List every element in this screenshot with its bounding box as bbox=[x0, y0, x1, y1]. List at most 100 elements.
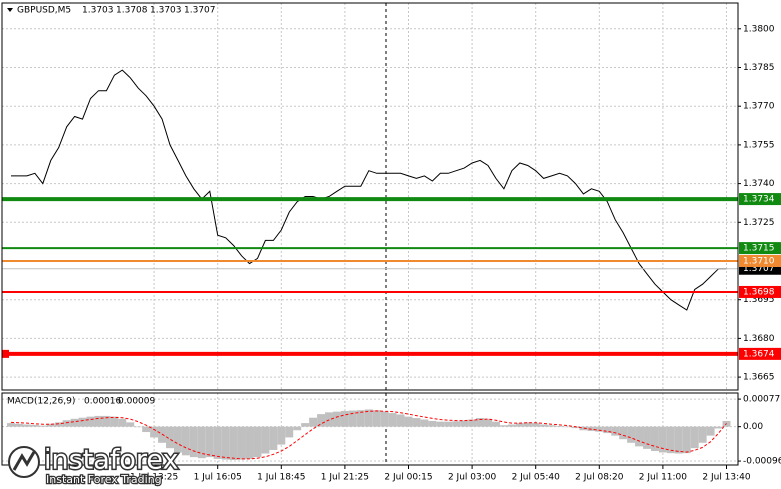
macd-bar bbox=[14, 423, 23, 427]
macd-bar bbox=[237, 426, 246, 460]
macd-bar bbox=[547, 425, 556, 427]
level-label-box bbox=[739, 255, 781, 267]
macd-bar bbox=[134, 426, 143, 428]
macd-bar bbox=[54, 422, 63, 427]
x-tick-label: 2 Jul 03:00 bbox=[448, 473, 497, 483]
macd-bar bbox=[261, 426, 270, 454]
ohlc-high: 1.3708 bbox=[116, 6, 148, 16]
symbol-title: GBPUSD,M5 bbox=[17, 6, 71, 16]
macd-bar bbox=[340, 410, 349, 427]
macd-bar bbox=[38, 425, 47, 427]
macd-bar bbox=[523, 422, 532, 427]
macd-main-value: 0.00016 bbox=[84, 397, 121, 407]
macd-bar bbox=[635, 426, 644, 447]
y-tick-label: 1.3770 bbox=[743, 102, 775, 112]
macd-bar bbox=[674, 426, 683, 454]
level-label: 1.3710 bbox=[743, 257, 775, 267]
macd-bar bbox=[595, 426, 604, 432]
macd-bar bbox=[706, 426, 715, 436]
macd-bar bbox=[611, 426, 620, 436]
macd-bar bbox=[444, 421, 453, 427]
macd-bar bbox=[619, 426, 628, 440]
macd-bar bbox=[380, 411, 389, 427]
macd-bar bbox=[205, 426, 214, 458]
macd-bar bbox=[476, 418, 485, 427]
level-label: 1.3674 bbox=[743, 349, 775, 359]
watermark-tagline: Instant Forex Trading bbox=[46, 473, 162, 486]
macd-bar bbox=[396, 414, 405, 427]
level-label: 1.3698 bbox=[743, 287, 775, 297]
macd-bar bbox=[714, 426, 723, 429]
macd-bar bbox=[515, 423, 524, 427]
ohlc-low: 1.3703 bbox=[150, 6, 182, 16]
macd-bar bbox=[277, 426, 286, 445]
macd-bar bbox=[7, 423, 15, 427]
macd-bar bbox=[643, 426, 651, 449]
watermark-brand: instaforex bbox=[44, 445, 178, 476]
macd-bar bbox=[348, 410, 357, 427]
macd-bar bbox=[563, 426, 572, 428]
macd-bar bbox=[293, 426, 302, 431]
macd-bar bbox=[372, 410, 381, 427]
macd-bar bbox=[86, 416, 95, 427]
y-tick-label: -0.00096 bbox=[743, 457, 781, 467]
macd-bar bbox=[173, 426, 182, 453]
ohlc-close: 1.3707 bbox=[184, 6, 216, 16]
macd-bar bbox=[253, 426, 262, 458]
macd-bar bbox=[229, 426, 238, 460]
macd-bar bbox=[356, 410, 365, 427]
macd-bar bbox=[658, 426, 667, 453]
macd-bar bbox=[309, 417, 318, 427]
macd-bar bbox=[94, 415, 103, 427]
y-tick-label: 1.3665 bbox=[743, 373, 775, 383]
macd-bar bbox=[491, 421, 500, 427]
macd-bar bbox=[118, 418, 127, 427]
macd-bar bbox=[62, 420, 71, 427]
macd-bar bbox=[269, 426, 278, 450]
level-label-box bbox=[739, 285, 781, 298]
macd-title: MACD(12,26,9) bbox=[7, 397, 75, 407]
macd-bar bbox=[285, 426, 294, 438]
watermark: instaforex Instant Forex Trading bbox=[8, 443, 180, 487]
level-label-box bbox=[739, 242, 781, 255]
macd-bar bbox=[484, 418, 492, 427]
macd-bar bbox=[189, 426, 198, 458]
macd-bar bbox=[452, 421, 461, 427]
x-tick-label: 1 Jul 16:05 bbox=[194, 473, 242, 483]
y-tick-label: 1.3695 bbox=[743, 295, 775, 305]
macd-bar bbox=[301, 423, 310, 427]
logo-mark bbox=[12, 451, 36, 471]
x-tick-label: 1 Jul 18:45 bbox=[257, 473, 305, 483]
macd-bar bbox=[388, 413, 397, 427]
labels: 1.3800 1.3785 1.3770 1.3755 1.3740 1.3725 1.36… bbox=[130, 24, 781, 483]
y-tick-label: 1.3680 bbox=[743, 334, 775, 344]
level-label: 1.3715 bbox=[743, 244, 775, 254]
level-label-box bbox=[739, 193, 781, 206]
macd-bar bbox=[531, 423, 540, 427]
ohlc-open: 1.3703 bbox=[82, 6, 114, 16]
menu-arrow[interactable] bbox=[7, 8, 13, 12]
macd-bar bbox=[436, 421, 445, 427]
macd-bar bbox=[197, 426, 206, 459]
macd-bar bbox=[317, 414, 326, 427]
y-tick-label: 0.00 bbox=[743, 422, 763, 432]
macd-bar bbox=[698, 426, 707, 443]
macd-bar bbox=[30, 424, 39, 427]
y-tick-label: 1.3800 bbox=[743, 24, 775, 34]
macd-bar bbox=[627, 426, 636, 443]
plot bbox=[2, 69, 738, 460]
macd-bar bbox=[166, 426, 174, 449]
macd-bar bbox=[555, 425, 564, 427]
macd-bar bbox=[126, 422, 135, 427]
macd-bar bbox=[142, 426, 151, 433]
x-tick-label: 2 Jul 13:40 bbox=[702, 473, 751, 483]
macd-bar bbox=[46, 423, 55, 427]
macd-bar bbox=[468, 419, 477, 427]
macd-bar bbox=[650, 426, 659, 452]
macd-bar bbox=[245, 426, 254, 459]
x-tick-label: 1 Jul 13:25 bbox=[130, 473, 178, 483]
level-anchor bbox=[2, 349, 9, 358]
y-tick-label: 1.3755 bbox=[743, 140, 775, 150]
macd-bar bbox=[666, 426, 675, 454]
